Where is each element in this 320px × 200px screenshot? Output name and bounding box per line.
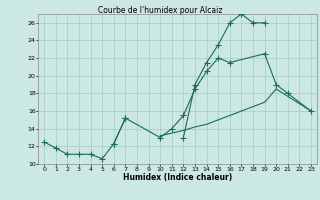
X-axis label: Humidex (Indice chaleur): Humidex (Indice chaleur) bbox=[123, 173, 232, 182]
Text: Courbe de l'humidex pour Alcaiz: Courbe de l'humidex pour Alcaiz bbox=[98, 6, 222, 15]
